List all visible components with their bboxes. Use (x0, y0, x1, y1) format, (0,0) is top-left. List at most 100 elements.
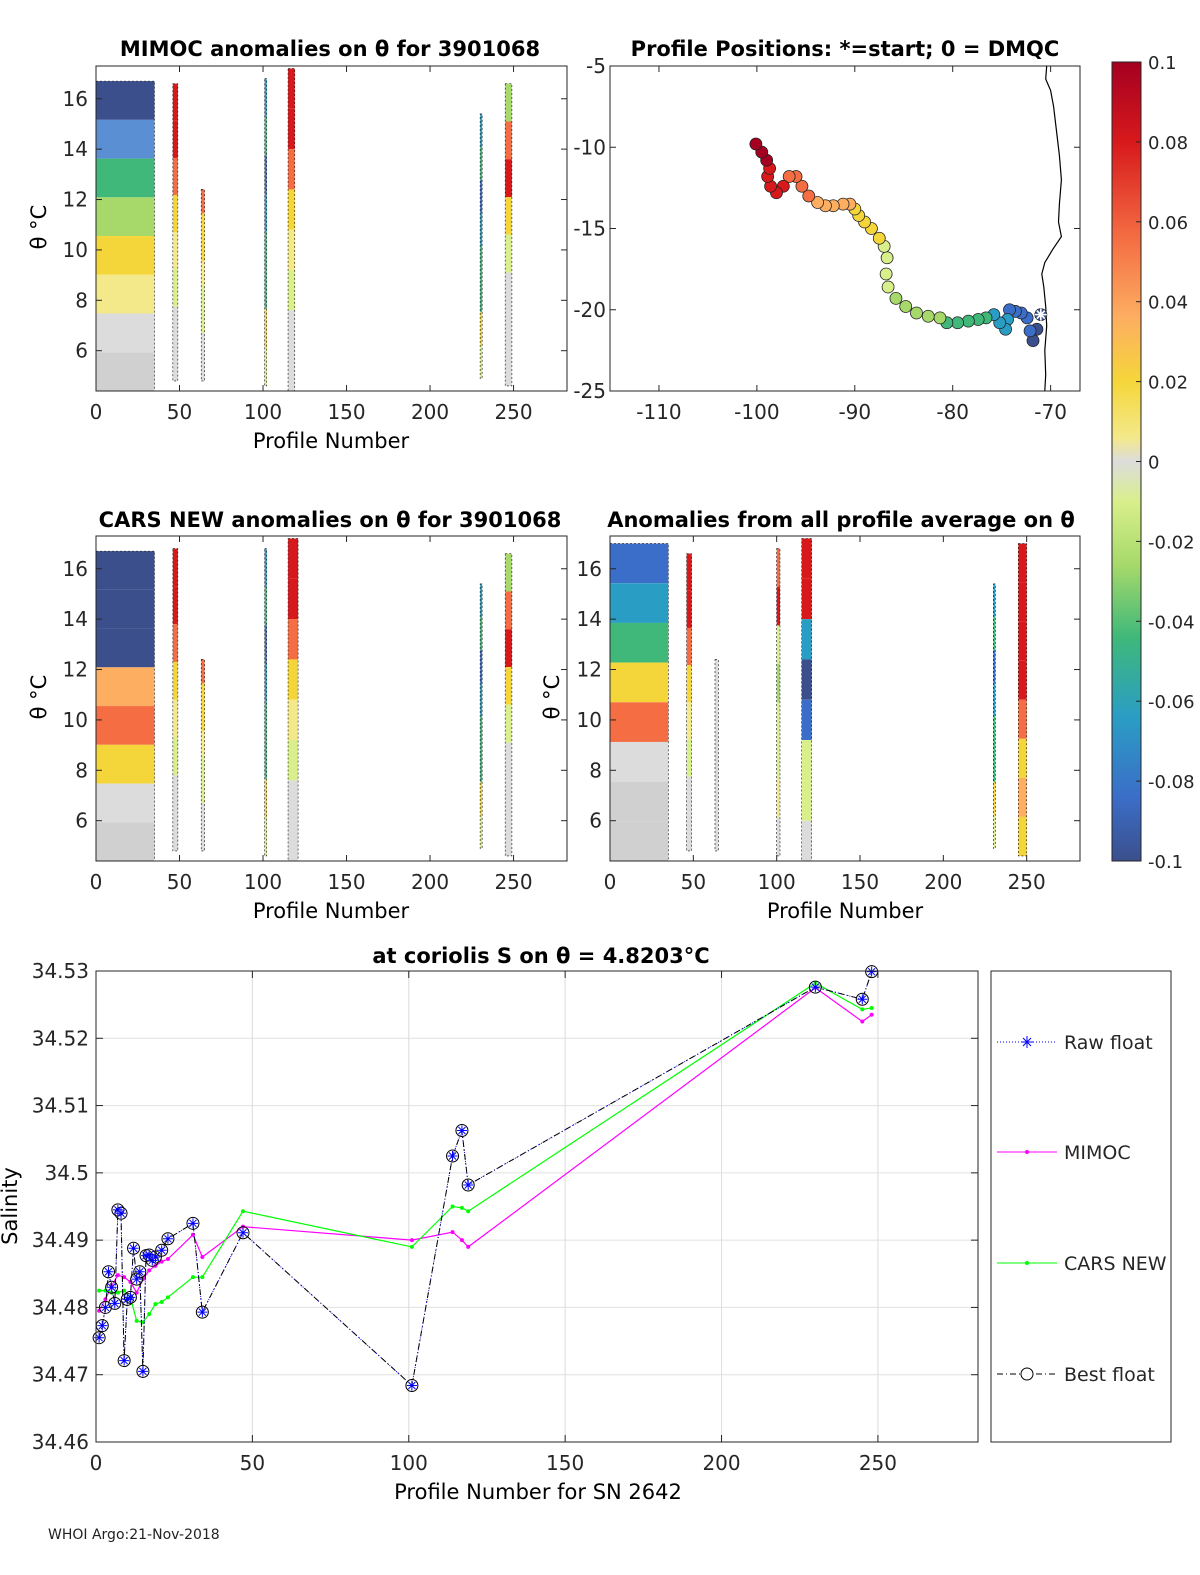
anomaly-cell (96, 158, 155, 198)
anomaly-contour (993, 583, 996, 849)
x-tick-label: 250 (494, 400, 532, 424)
anomaly-cell (201, 826, 205, 851)
raw-float-point (109, 1298, 120, 1309)
anomaly-cell (1018, 543, 1027, 583)
raw-float-point (106, 1282, 117, 1293)
y-tick-label: 16 (63, 87, 88, 111)
anomaly-cell (610, 543, 669, 584)
x-tick-label: 150 (546, 1451, 584, 1475)
cars-xlabel: Profile Number (253, 899, 410, 923)
x-tick-label: -80 (936, 400, 969, 424)
cars-plot-area: 0 50 100 150 200 250 6 8 10 12 14 16 (63, 535, 568, 894)
anomaly-cell (172, 343, 178, 381)
anomaly-cell (801, 619, 812, 660)
anomaly-contour (479, 583, 483, 849)
anomaly-cell (201, 755, 205, 780)
anomaly-cell (801, 780, 812, 821)
anomaly-cell (201, 285, 205, 310)
anomaly-cell (480, 815, 483, 849)
anomaly-cell (776, 740, 780, 780)
raw-float-point (131, 1274, 142, 1285)
profile-position-marker (881, 280, 895, 294)
plot-background (96, 66, 567, 391)
anomaly-cell (801, 820, 812, 861)
profile-position-marker (951, 316, 965, 330)
anomaly-cell (776, 817, 780, 856)
anomaly-cell (201, 803, 205, 827)
anomaly-cell (480, 716, 483, 750)
anomaly-cell (288, 538, 299, 579)
anomaly-cell (288, 350, 295, 391)
anomaly-cell (610, 781, 669, 822)
y-tick-label: 16 (577, 557, 602, 581)
axes-box (95, 535, 568, 862)
anomaly-cell (172, 775, 178, 814)
x-tick-label: 0 (604, 870, 617, 894)
cars-title: CARS NEW anomalies on θ for 3901068 (99, 508, 562, 532)
anomaly-cell (993, 683, 996, 717)
anomaly-cell (686, 627, 692, 666)
x-tick-label: 250 (494, 870, 532, 894)
cars-point (200, 1275, 205, 1280)
anomaly-cell (480, 749, 483, 783)
anomaly-cell (715, 826, 719, 851)
anomaly-cell (480, 782, 483, 816)
anomaly-cell (201, 356, 205, 381)
profile-position-marker (899, 300, 913, 313)
colorbar-tick-label: 0.06 (1148, 213, 1188, 234)
cars-point (97, 1288, 102, 1293)
anomaly-cell (801, 699, 812, 741)
anomaly-cell (172, 661, 178, 700)
anomaly-cell (480, 583, 483, 617)
mimoc-point (165, 1256, 170, 1261)
salinity-plot-area: 0 50 100 150 200 25034.4634.4734.4834.4934.53… (32, 959, 979, 1475)
anomaly-cell (505, 272, 512, 311)
anomaly-cell (993, 716, 996, 750)
anomaly-cell (1018, 621, 1027, 661)
anomaly-contour (504, 553, 513, 857)
profile-position-marker (921, 309, 935, 323)
anomaly-cell (201, 333, 205, 357)
anomaly-cell (264, 347, 267, 386)
plot-background (96, 971, 978, 1442)
profile-position-marker (961, 314, 975, 328)
anomaly-cell (172, 269, 178, 307)
positions-plot-area: -110 -100 -90 -80 -70 -5 -10 -15 -20 -25 (573, 54, 1081, 424)
anomaly-cell (96, 313, 155, 353)
anomaly-cell (505, 197, 512, 235)
y-tick-label: 34.53 (32, 959, 89, 983)
anomaly-contour (776, 548, 781, 857)
anomaly-cell (264, 232, 267, 271)
mimoc-point (122, 1275, 127, 1280)
anomaly-cell (1018, 699, 1027, 739)
anomaly-cell (801, 578, 812, 620)
anomaly-cell (172, 624, 178, 662)
mimoc-anomaly-panel: MIMOC anomalies on θ for 3901068 0 50 100 1… (27, 37, 568, 453)
anomaly-cell (264, 817, 267, 856)
anomaly-cell (264, 548, 267, 588)
mimoc-point (459, 1238, 464, 1243)
anomaly-cell (264, 587, 267, 626)
x-tick-label: -100 (734, 400, 779, 424)
colorbar-ticks: 0.1 0.08 0.06 0.04 0.02 0 -0.02 -0.04 -0.06 -0.08… (1136, 53, 1195, 873)
anomaly-contour (264, 78, 267, 387)
x-tick-label: 250 (859, 1451, 897, 1475)
raw-float-point (156, 1245, 167, 1256)
mimoc-ylabel: θ °C (27, 205, 51, 250)
avg-title: Anomalies from all profile average on θ (607, 508, 1075, 532)
x-tick-label: 100 (244, 400, 282, 424)
x-tick-label: 200 (924, 870, 962, 894)
colorbar-tick-label: 0.04 (1148, 293, 1188, 314)
anomaly-cell (776, 625, 780, 664)
anomaly-cell (801, 659, 812, 700)
anomaly-cell (288, 189, 295, 230)
anomaly-cell (201, 213, 205, 238)
y-tick-label: 14 (577, 607, 602, 631)
anomaly-cell (288, 310, 295, 351)
anomaly-cell (172, 83, 178, 121)
anomaly-cell (172, 548, 178, 587)
raw-float-point (122, 1294, 133, 1305)
anomaly-cell (264, 779, 267, 818)
legend-box (990, 970, 1172, 1443)
profile-position-marker (1023, 324, 1037, 338)
